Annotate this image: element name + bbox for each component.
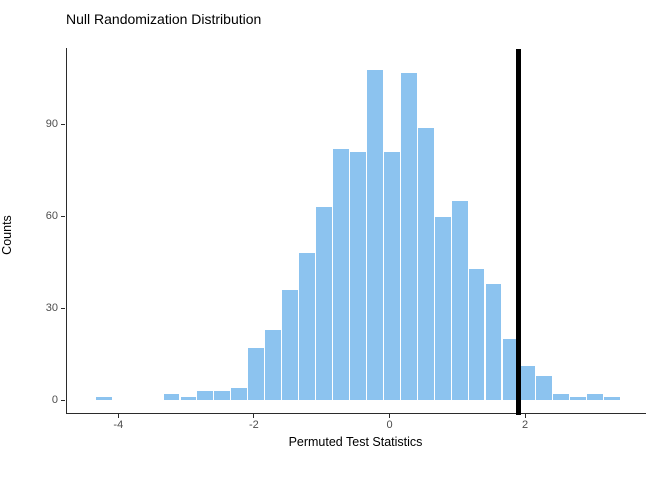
histogram-bar bbox=[333, 149, 349, 400]
x-axis-title: Permuted Test Statistics bbox=[288, 435, 423, 449]
histogram-bar bbox=[366, 69, 383, 400]
x-tick-label: -2 bbox=[249, 419, 259, 431]
x-tick-label: -4 bbox=[113, 419, 124, 431]
histogram-bar bbox=[400, 72, 417, 400]
y-axis-title: Counts bbox=[0, 215, 14, 255]
x-tick-label: 0 bbox=[386, 419, 393, 431]
y-tick-label: 30 bbox=[45, 301, 58, 314]
histogram-bar bbox=[383, 152, 400, 400]
x-tick-mark bbox=[117, 414, 119, 418]
y-tick-mark bbox=[61, 399, 65, 401]
x-tick-mark bbox=[389, 414, 390, 418]
x-tick-mark bbox=[253, 414, 255, 418]
histogram-bar bbox=[95, 396, 112, 400]
histogram-bar bbox=[468, 268, 485, 400]
histogram-bar bbox=[214, 390, 231, 400]
histogram-bar bbox=[451, 201, 468, 400]
histogram-bar bbox=[553, 393, 570, 400]
histogram-bar bbox=[350, 152, 366, 400]
y-tick-mark bbox=[61, 216, 65, 218]
histogram-bar bbox=[536, 375, 553, 400]
histogram-bar bbox=[265, 329, 282, 400]
y-tick-mark bbox=[61, 307, 65, 309]
histogram-bar bbox=[570, 396, 587, 400]
y-tick-label: 0 bbox=[51, 393, 58, 406]
histogram-bar bbox=[417, 127, 434, 400]
histogram-bar bbox=[587, 393, 604, 400]
observed-statistic-line bbox=[515, 49, 521, 415]
histogram-bar bbox=[231, 387, 248, 400]
plot-title: Null Randomization Distribution bbox=[66, 11, 262, 27]
histogram-bar bbox=[434, 216, 451, 400]
histogram-bar bbox=[282, 289, 299, 400]
histogram-bar bbox=[485, 283, 502, 400]
histogram-bar bbox=[197, 390, 214, 400]
x-tick-mark bbox=[524, 414, 526, 418]
histogram-bar bbox=[180, 396, 197, 400]
x-tick-label: 2 bbox=[522, 419, 529, 431]
y-tick-label: 60 bbox=[45, 210, 58, 223]
histogram-bar bbox=[604, 396, 621, 400]
y-tick-label: 90 bbox=[45, 118, 58, 131]
histogram-bar bbox=[502, 338, 519, 400]
histogram-bar bbox=[248, 348, 265, 400]
y-tick-mark bbox=[61, 124, 65, 126]
histogram-bar bbox=[299, 253, 315, 400]
histogram-bar bbox=[316, 207, 332, 400]
histogram-bar bbox=[163, 393, 180, 400]
histogram-bar bbox=[519, 366, 536, 400]
plot-panel bbox=[66, 48, 646, 415]
